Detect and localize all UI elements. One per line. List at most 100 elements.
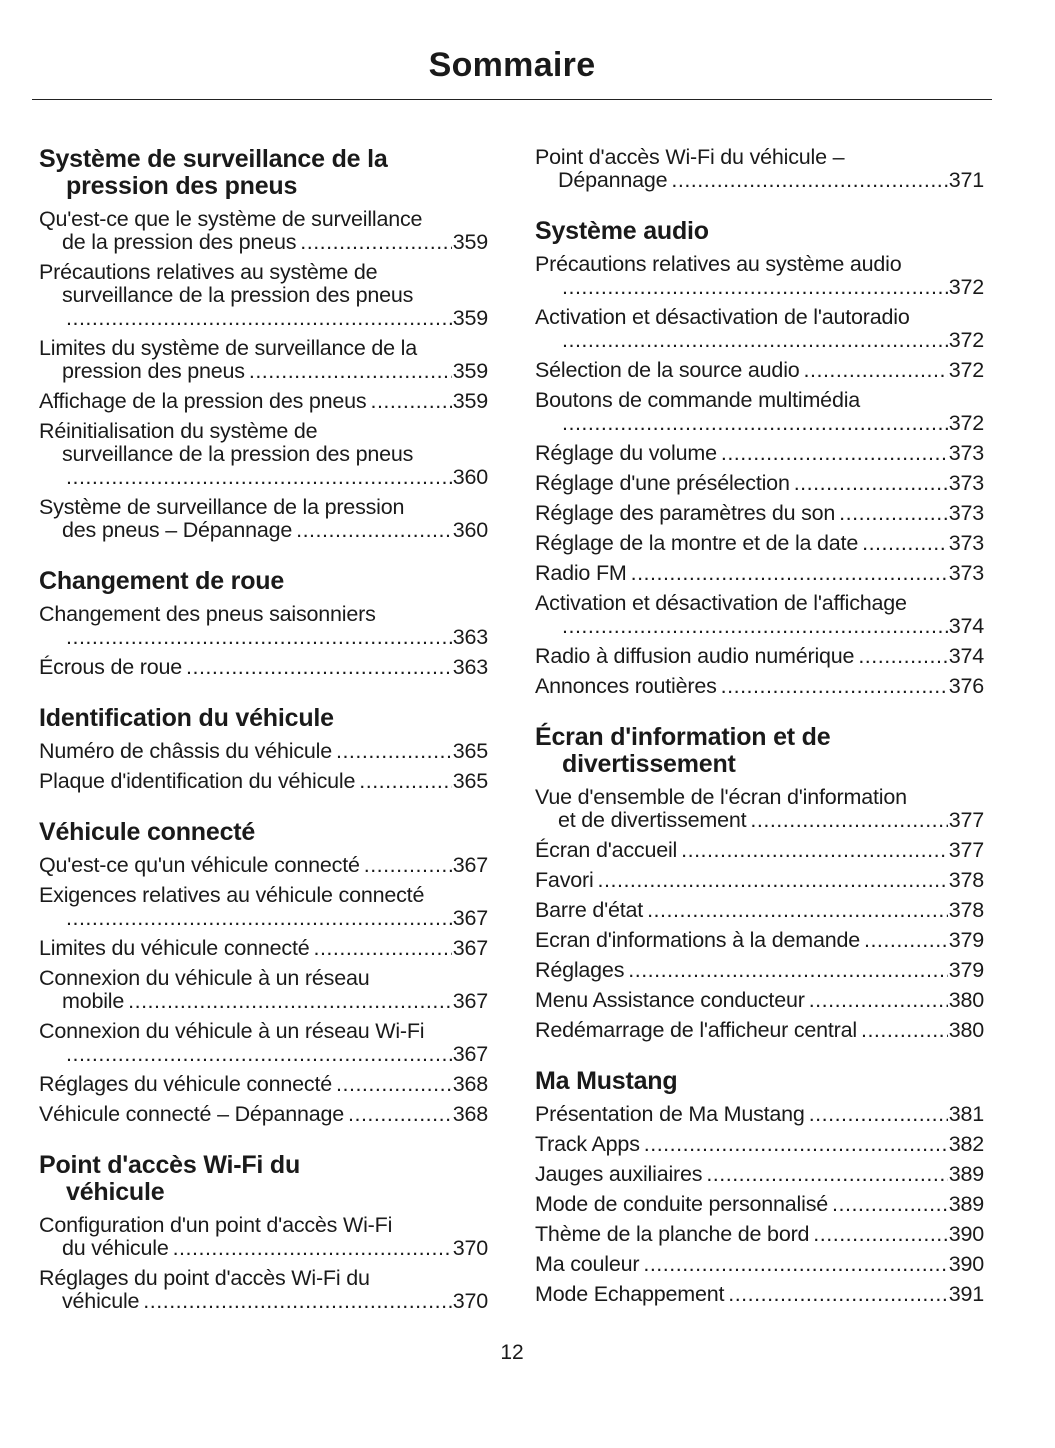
dot-leader <box>643 1253 947 1276</box>
entry-page-number: 367 <box>452 906 488 930</box>
section-heading: Identification du véhicule <box>39 705 488 732</box>
entry-last-line: 363 <box>39 626 488 649</box>
entry-text: Réglage du volume <box>535 441 717 465</box>
entry-text: Ecran d'informations à la demande <box>535 928 860 952</box>
toc-entry[interactable]: Numéro de châssis du véhicule 365 <box>39 740 488 763</box>
toc-entry[interactable]: Radio à diffusion audio numérique 374 <box>535 645 984 668</box>
entry-last-line: Véhicule connecté – Dépannage 368 <box>39 1103 488 1126</box>
toc-entry[interactable]: Radio FM 373 <box>535 562 984 585</box>
dot-leader <box>562 276 948 299</box>
entry-last-line: Réglage de la montre et de la date 373 <box>535 532 984 555</box>
entry-last-line: pression des pneus 359 <box>39 360 488 383</box>
entry-page-number: 372 <box>948 328 984 352</box>
section-heading-line: Système audio <box>535 217 709 245</box>
dot-leader <box>681 839 948 862</box>
entry-last-line: Annonces routières 376 <box>535 675 984 698</box>
section-heading: Changement de roue <box>39 568 488 595</box>
toc-entry[interactable]: Vue d'ensemble de l'écran d'information e… <box>535 786 984 832</box>
entry-page-number: 382 <box>948 1132 984 1156</box>
toc-entry[interactable]: Ecran d'informations à la demande 379 <box>535 929 984 952</box>
entry-page-number: 359 <box>452 389 488 413</box>
toc-entry[interactable]: Affichage de la pression des pneus 359 <box>39 390 488 413</box>
toc-entry[interactable]: Barre d'état 378 <box>535 899 984 922</box>
entry-last-line: Réglages 379 <box>535 959 984 982</box>
toc-entry[interactable]: Ma couleur 390 <box>535 1253 984 1276</box>
toc-entry[interactable]: Activation et désactivation de l'afficha… <box>535 592 984 638</box>
entry-text: Thème de la planche de bord <box>535 1222 810 1246</box>
toc-entry[interactable]: Track Apps 382 <box>535 1133 984 1156</box>
section-heading-line: Changement de roue <box>39 567 285 595</box>
toc-entry[interactable]: Favori 378 <box>535 869 984 892</box>
entry-last-line: Barre d'état 378 <box>535 899 984 922</box>
toc-entry[interactable]: Réglages du véhicule connecté 368 <box>39 1073 488 1096</box>
dot-leader <box>66 626 452 649</box>
toc-entry[interactable]: Écrous de roue 363 <box>39 656 488 679</box>
toc-entry[interactable]: Réinitialisation du système de surveillan… <box>39 420 488 489</box>
entry-page-number: 373 <box>948 501 984 525</box>
entry-last-line: 372 <box>535 412 984 435</box>
toc-entry[interactable]: Sélection de la source audio 372 <box>535 359 984 382</box>
entry-page-number: 371 <box>948 168 984 192</box>
entry-last-line: Réglage du volume 373 <box>535 442 984 465</box>
entry-page-number: 372 <box>948 358 984 382</box>
toc-entry[interactable]: Précautions relatives au système audio 37… <box>535 253 984 299</box>
toc-entry[interactable]: Mode de conduite personnalisé 389 <box>535 1193 984 1216</box>
toc-entry[interactable]: Qu'est-ce que le système de surveillance… <box>39 208 488 254</box>
entry-page-number: 377 <box>948 838 984 862</box>
toc-entry[interactable]: Redémarrage de l'afficheur central 380 <box>535 1019 984 1042</box>
toc-entry[interactable]: Activation et désactivation de l'autorad… <box>535 306 984 352</box>
section-heading-line: Identification du véhicule <box>39 704 334 732</box>
entry-page-number: 363 <box>452 655 488 679</box>
toc-entry[interactable]: Réglages 379 <box>535 959 984 982</box>
toc-entry[interactable]: Présentation de Ma Mustang 381 <box>535 1103 984 1126</box>
entry-text: Limites du système de surveillance de la <box>39 336 417 360</box>
toc-entry[interactable]: Configuration d'un point d'accès Wi-Fi du… <box>39 1214 488 1260</box>
entry-page-number: 377 <box>948 808 984 832</box>
toc-entry[interactable]: Menu Assistance conducteur 380 <box>535 989 984 1012</box>
dot-leader <box>809 1103 948 1126</box>
toc-entry[interactable]: Précautions relatives au système de surve… <box>39 261 488 330</box>
toc-entry[interactable]: Limites du système de surveillance de la… <box>39 337 488 383</box>
entry-text: Présentation de Ma Mustang <box>535 1102 805 1126</box>
toc-entry[interactable]: Réglage d'une présélection 373 <box>535 472 984 495</box>
entry-text: Qu'est-ce que le système de surveillance <box>39 207 423 231</box>
toc-section: Changement de roue Changement des pneus s… <box>39 568 488 679</box>
toc-entry[interactable]: Limites du véhicule connecté 367 <box>39 937 488 960</box>
entry-text: Réglages <box>535 958 625 982</box>
toc-entry[interactable]: Thème de la planche de bord 390 <box>535 1223 984 1246</box>
toc-entry[interactable]: Point d'accès Wi-Fi du véhicule – Dépanna… <box>535 146 984 192</box>
toc-entry[interactable]: Réglage de la montre et de la date 373 <box>535 532 984 555</box>
toc-entry[interactable]: Réglages du point d'accès Wi-Fi du véhicu… <box>39 1267 488 1313</box>
section-heading-line: divertissement <box>562 750 736 778</box>
toc-entry[interactable]: Réglage du volume 373 <box>535 442 984 465</box>
toc-entry[interactable]: Véhicule connecté – Dépannage 368 <box>39 1103 488 1126</box>
toc-entry[interactable]: Plaque d'identification du véhicule 365 <box>39 770 488 793</box>
entry-text: Écran d'accueil <box>535 838 678 862</box>
toc-entry[interactable]: Annonces routières 376 <box>535 675 984 698</box>
entry-last-line: Sélection de la source audio 372 <box>535 359 984 382</box>
entry-text: Configuration d'un point d'accès Wi-Fi <box>39 1213 393 1237</box>
toc-entry[interactable]: Réglage des paramètres du son 373 <box>535 502 984 525</box>
entry-last-line: véhicule 370 <box>39 1290 488 1313</box>
toc-entry[interactable]: Changement des pneus saisonniers 363 <box>39 603 488 649</box>
toc-entry[interactable]: Jauges auxiliaires 389 <box>535 1163 984 1186</box>
toc-entry[interactable]: Connexion du véhicule à un réseau Wi-Fi 3… <box>39 1020 488 1066</box>
entry-page-number: 370 <box>452 1236 488 1260</box>
toc-entry[interactable]: Écran d'accueil 377 <box>535 839 984 862</box>
entry-text: Favori <box>535 868 594 892</box>
toc-entry[interactable]: Qu'est-ce qu'un véhicule connecté 367 <box>39 854 488 877</box>
toc-entry[interactable]: Mode Echappement 391 <box>535 1283 984 1306</box>
entry-text: surveillance de la pression des pneus <box>62 442 414 466</box>
toc-entry[interactable]: Boutons de commande multimédia 372 <box>535 389 984 435</box>
entry-last-line: Mode Echappement 391 <box>535 1283 984 1306</box>
entry-page-number: 365 <box>452 739 488 763</box>
toc-section: Écran d'information et de divertissement V… <box>535 724 984 1042</box>
title-divider <box>32 99 992 100</box>
toc-entry[interactable]: Système de surveillance de la pression de… <box>39 496 488 542</box>
entry-last-line: Présentation de Ma Mustang 381 <box>535 1103 984 1126</box>
dot-leader <box>296 519 452 542</box>
entry-page-number: 363 <box>452 625 488 649</box>
entry-last-line: 372 <box>535 276 984 299</box>
toc-entry[interactable]: Exigences relatives au véhicule connecté… <box>39 884 488 930</box>
